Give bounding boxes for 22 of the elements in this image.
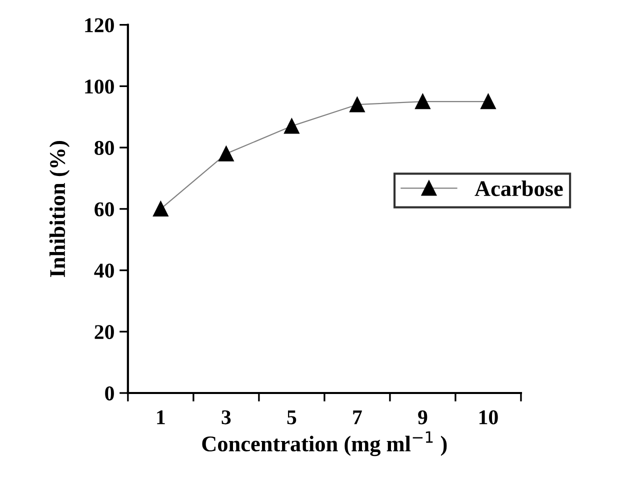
y-axis-title: Inhibition (%) bbox=[49, 141, 70, 278]
y-tick-label: 20 bbox=[94, 325, 114, 340]
x-tick-label: 9 bbox=[418, 410, 428, 424]
point bbox=[284, 118, 300, 134]
x-tick-label: 10 bbox=[479, 410, 498, 424]
point bbox=[350, 96, 365, 112]
point bbox=[480, 94, 496, 110]
y-tick-label: 60 bbox=[94, 202, 114, 216]
x-tick-label: 3 bbox=[222, 410, 231, 424]
legend-label: Acarbose bbox=[474, 180, 563, 196]
y-tick-label: 0 bbox=[105, 386, 114, 400]
x-tick-label: 5 bbox=[287, 410, 296, 424]
y-tick-label: 100 bbox=[85, 80, 114, 94]
point bbox=[218, 146, 234, 162]
y-tick-label: 40 bbox=[94, 264, 114, 278]
y-tick-label: 120 bbox=[85, 18, 114, 32]
x-tick-label: 7 bbox=[353, 410, 362, 424]
y-tick-label: 80 bbox=[94, 140, 114, 155]
point bbox=[153, 201, 168, 217]
point bbox=[415, 94, 430, 110]
x-tick-label: 1 bbox=[157, 410, 165, 424]
x-axis-title: Concentration (mg ml$^{−1}$ ) bbox=[202, 431, 447, 456]
